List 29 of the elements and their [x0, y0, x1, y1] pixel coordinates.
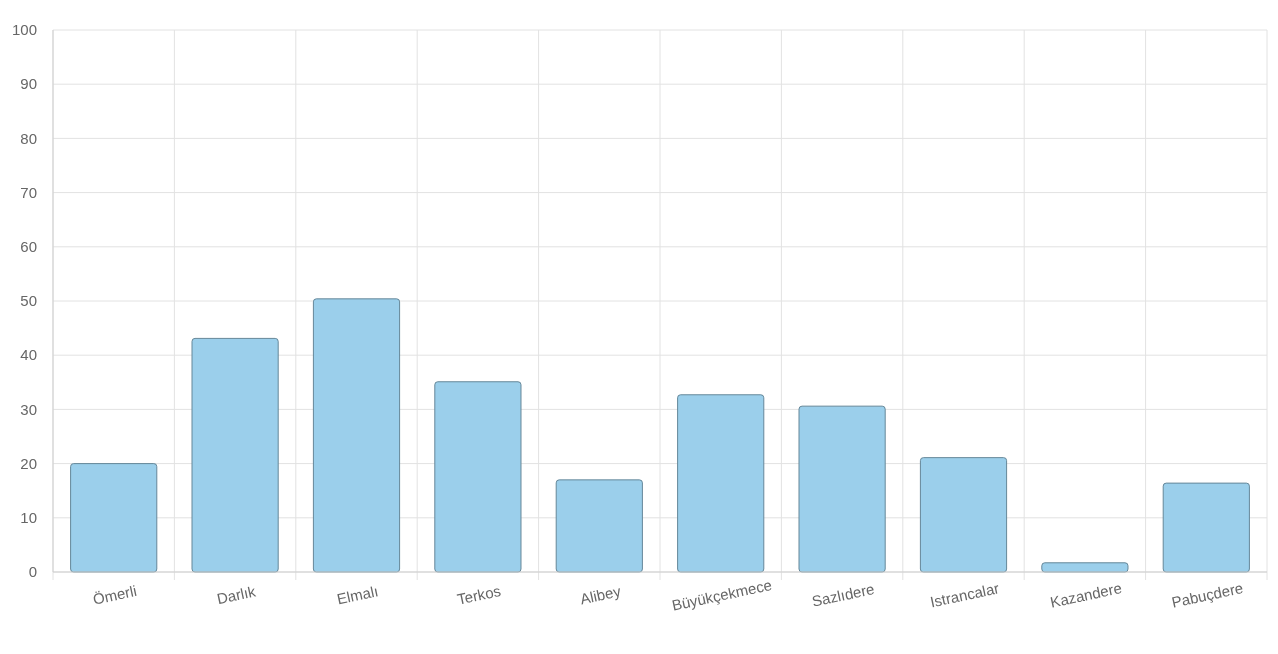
x-tick-label: Elmalı [335, 582, 380, 608]
x-tick-label: Terkos [455, 581, 503, 608]
y-tick-label: 20 [20, 454, 37, 472]
y-tick-label: 70 [20, 183, 37, 201]
y-tick-label: 50 [20, 292, 37, 310]
bar [191, 337, 279, 573]
y-tick-label: 100 [11, 21, 37, 39]
x-tick-label: Darlık [215, 582, 258, 608]
y-tick-label: 0 [28, 563, 37, 581]
bar [919, 457, 1008, 573]
x-tick-label: Sazlıdere [810, 579, 876, 610]
y-tick-label: 10 [20, 509, 37, 527]
bar [677, 394, 765, 573]
bar [1162, 482, 1250, 573]
bar [555, 479, 643, 573]
y-tick-label: 30 [20, 400, 37, 418]
bar [312, 298, 401, 573]
y-tick-label: 40 [20, 346, 37, 364]
bar [70, 463, 158, 573]
x-tick-label: Pabuçdere [1170, 579, 1245, 611]
x-tick-label: Istrancalar [928, 579, 1001, 611]
bar [798, 405, 886, 573]
y-tick-label: 60 [20, 238, 37, 256]
x-tick-label: Kazandere [1048, 579, 1124, 611]
x-tick-label: Alibey [578, 582, 623, 608]
x-tick-label: Ömerli [91, 581, 139, 608]
bar [434, 381, 522, 573]
y-tick-label: 90 [20, 75, 37, 93]
y-tick-label: 80 [20, 129, 37, 147]
